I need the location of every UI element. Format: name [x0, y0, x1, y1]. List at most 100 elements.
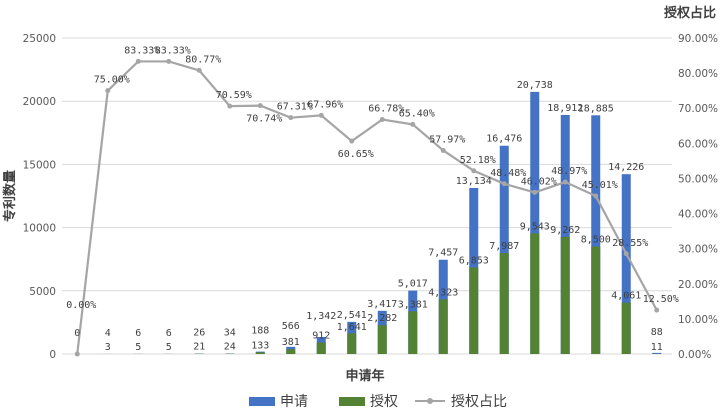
legend-swatch-apply	[249, 397, 275, 406]
data-label-ratio: 48.48%	[490, 168, 526, 179]
y-tick-right: 50.00%	[678, 173, 718, 185]
data-label-apply: 6	[166, 328, 172, 339]
ratio-point	[227, 103, 233, 109]
data-label-apply: 18,912	[547, 103, 583, 114]
data-label-apply: 3,417	[367, 299, 397, 310]
bar-apply	[560, 114, 570, 354]
y-axis-left-title: 专利数量	[2, 170, 18, 222]
data-label-grant: 5	[135, 342, 141, 353]
bar-apply	[591, 115, 601, 354]
data-label-apply: 7,457	[428, 248, 458, 259]
bar-grant	[377, 325, 387, 354]
ratio-point	[471, 168, 477, 174]
bar-grant	[499, 253, 509, 354]
data-label-grant: 4,323	[428, 287, 458, 298]
ratio-point	[74, 351, 80, 357]
data-label-grant: 912	[312, 330, 330, 341]
data-label-ratio: 65.40%	[399, 108, 435, 119]
bar-apply	[499, 145, 509, 354]
ratio-point	[257, 103, 263, 109]
data-label-grant: 24	[224, 342, 236, 353]
data-label-grant: 7,987	[489, 241, 519, 252]
data-label-grant: 1,641	[337, 322, 367, 333]
data-label-grant: 133	[251, 340, 269, 351]
y-tick-right: 60.00%	[678, 138, 718, 150]
y-tick-right: 0.00%	[678, 349, 711, 361]
y-tick-right: 40.00%	[678, 209, 718, 221]
data-label-apply: 34	[224, 328, 236, 339]
data-label-grant: 9,262	[550, 225, 580, 236]
data-label-apply: 2,541	[337, 310, 367, 321]
ratio-polyline	[76, 60, 658, 355]
ratio-point	[318, 112, 324, 118]
ratio-point	[654, 307, 660, 313]
y-tick-left: 10000	[23, 223, 56, 235]
legend-label-apply: 申请	[280, 394, 308, 410]
ratio-point	[410, 121, 416, 127]
data-label-ratio: 66.78%	[368, 104, 404, 115]
legend-label-ratio: 授权占比	[451, 394, 507, 410]
bar-grant	[621, 302, 631, 354]
data-label-grant: 4,061	[611, 291, 641, 302]
data-label-apply: 0	[74, 328, 80, 339]
data-label-grant: 6,853	[459, 255, 489, 266]
ratio-point	[532, 189, 538, 195]
y-tick-left: 0	[49, 349, 56, 361]
data-label-apply: 566	[282, 321, 300, 332]
y-tick-right: 70.00%	[678, 103, 718, 115]
data-label-ratio: 45.01%	[582, 180, 618, 191]
data-label-ratio: 60.65%	[338, 149, 374, 160]
ratio-point	[349, 138, 355, 144]
data-label-ratio: 48.97%	[551, 166, 587, 177]
y-tick-right: 10.00%	[678, 314, 718, 326]
data-label-apply: 1,342	[306, 311, 336, 322]
x-axis-title: 申请年	[345, 368, 384, 384]
gridlines	[62, 37, 672, 355]
y-axis-right-ticks: 0.00% 10.00% 20.00% 30.00% 40.00% 50.00% 60.00…	[678, 33, 718, 361]
data-label-apply: 13,134	[456, 176, 492, 187]
data-label-ratio: 12.50%	[643, 294, 679, 305]
y-axis-left-ticks: 0 5000 10000 15000 20000 25000	[23, 33, 56, 361]
ratio-point	[440, 147, 446, 153]
bar-grant	[286, 349, 296, 354]
data-label-grant: 5	[166, 342, 172, 353]
y-tick-left: 20000	[23, 96, 56, 108]
data-label-ratio: 70.59%	[216, 90, 252, 101]
data-label-ratio: 83.33%	[155, 45, 191, 56]
bar-grant	[438, 299, 448, 354]
data-label-ratio: 57.97%	[429, 134, 465, 145]
data-label-ratio: 52.18%	[460, 155, 496, 166]
y-tick-right: 20.00%	[678, 279, 718, 291]
data-label-grant: 11	[651, 342, 663, 353]
legend-label-grant: 授权	[370, 394, 398, 410]
data-label-apply: 5,017	[398, 279, 428, 290]
ratio-point	[562, 179, 568, 185]
data-label-ratio: 75.00%	[94, 75, 130, 86]
data-label-apply: 6	[135, 328, 141, 339]
data-label-grant: 381	[282, 337, 300, 348]
bar-apply	[652, 352, 662, 354]
data-label-apply: 16,476	[486, 134, 522, 145]
ratio-point	[288, 115, 294, 121]
bar-grant	[408, 311, 418, 354]
bar-grant	[560, 236, 570, 354]
data-label-ratio: 83.33%	[124, 45, 160, 56]
ratio-point	[105, 88, 111, 94]
data-label-apply: 4	[105, 328, 111, 339]
ratio-point	[593, 193, 599, 199]
data-label-apply: 18,885	[578, 103, 614, 114]
bar-grant	[469, 267, 479, 354]
data-label-grant: 3	[105, 342, 111, 353]
legend-swatch-ratio-marker	[427, 398, 433, 404]
bar-grant	[347, 333, 357, 354]
ratio-point	[196, 67, 202, 73]
data-label-apply: 26	[193, 328, 205, 339]
data-label-ratio: 67.96%	[307, 99, 343, 110]
bars	[72, 91, 662, 355]
ratio-line	[74, 58, 660, 357]
y-tick-right: 30.00%	[678, 244, 718, 256]
bar-grant	[591, 246, 601, 354]
y-tick-right: 80.00%	[678, 68, 718, 80]
y-tick-right: 90.00%	[678, 33, 718, 45]
